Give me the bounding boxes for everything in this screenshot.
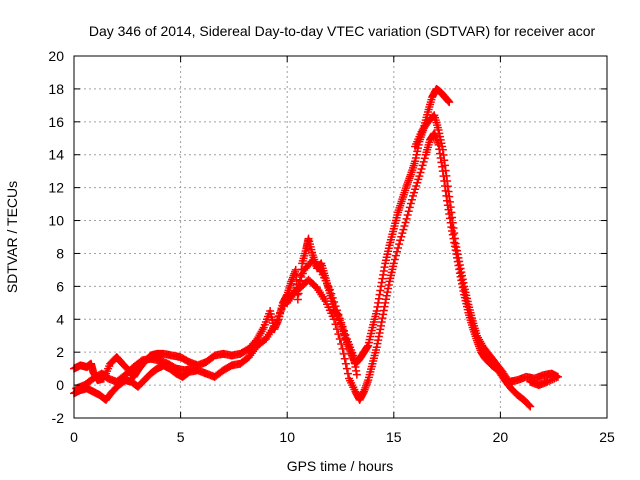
x-tick-label: 20 — [493, 429, 509, 445]
data-point — [335, 335, 344, 344]
data-point — [340, 354, 349, 363]
data-point — [330, 315, 339, 324]
data-point — [297, 273, 306, 282]
data-point — [325, 285, 334, 294]
data-point — [335, 314, 344, 323]
x-tick-label: 10 — [279, 429, 295, 445]
y-tick-label: 8 — [56, 245, 64, 261]
y-tick-label: 10 — [48, 213, 64, 229]
y-tick-label: 6 — [56, 278, 64, 294]
data-point — [340, 326, 349, 335]
data-point — [331, 302, 340, 311]
y-tick-label: 18 — [48, 81, 64, 97]
data-point — [328, 293, 337, 302]
data-point — [418, 161, 427, 170]
data-point — [406, 199, 415, 208]
data-point — [342, 364, 351, 373]
data-point — [396, 236, 405, 245]
data-point — [341, 359, 350, 368]
x-tick-label: 0 — [70, 429, 78, 445]
data-points — [70, 84, 562, 411]
y-tick-label: 20 — [48, 48, 64, 64]
y-axis-title: SDTVAR / TECUs — [4, 181, 20, 293]
data-point — [330, 297, 339, 306]
data-point — [526, 402, 535, 411]
data-point — [337, 339, 346, 348]
data-point — [400, 222, 409, 231]
data-series — [72, 111, 562, 393]
data-point — [445, 98, 454, 107]
data-point — [420, 154, 429, 163]
y-tick-label: 2 — [56, 344, 64, 360]
data-point — [419, 157, 428, 166]
data-point — [293, 283, 302, 292]
data-point — [405, 203, 414, 212]
data-point — [338, 344, 347, 353]
y-tick-label: 4 — [56, 311, 64, 327]
data-point — [332, 325, 341, 334]
y-tick-label: 0 — [56, 377, 64, 393]
x-tick-label: 15 — [386, 429, 402, 445]
x-axis-title: GPS time / hours — [287, 458, 394, 474]
data-point — [294, 280, 303, 289]
data-point — [416, 168, 425, 177]
data-point — [401, 218, 410, 227]
data-series — [70, 129, 535, 411]
y-tick-label: 14 — [48, 147, 64, 163]
data-point — [546, 376, 555, 385]
data-point — [525, 401, 534, 410]
y-tick-label: -2 — [52, 410, 65, 426]
data-point — [394, 243, 403, 252]
data-point — [398, 229, 407, 238]
data-point — [331, 320, 340, 329]
data-point — [415, 172, 424, 181]
data-point — [291, 287, 300, 296]
data-point — [402, 214, 411, 223]
plot-frame — [73, 55, 608, 419]
data-point — [407, 195, 416, 204]
data-point — [553, 372, 562, 381]
data-point — [395, 240, 404, 249]
data-point — [417, 164, 426, 173]
x-tick-labels: 0 5 10 15 20 25 — [70, 429, 615, 445]
data-point — [550, 374, 559, 383]
chart-title: Day 346 of 2014, Sidereal Day-to-day VTE… — [89, 23, 596, 39]
data-point — [332, 306, 341, 315]
y-tick-label: 16 — [48, 114, 64, 130]
x-tick-label: 25 — [599, 429, 615, 445]
axis-ticks — [73, 55, 608, 419]
data-point — [392, 247, 401, 256]
y-tick-label: 12 — [48, 180, 64, 196]
data-point — [548, 375, 557, 384]
data-point — [338, 322, 347, 331]
data-point — [391, 251, 400, 260]
data-point — [343, 369, 352, 378]
x-tick-label: 5 — [177, 429, 185, 445]
data-point — [339, 349, 348, 358]
data-point — [334, 330, 343, 339]
data-point — [327, 289, 336, 298]
data-point — [389, 259, 398, 268]
data-point — [334, 310, 343, 319]
data-point — [404, 207, 413, 216]
data-point — [526, 377, 535, 386]
data-point — [352, 370, 361, 379]
data-point — [187, 364, 196, 373]
grid-lines — [74, 56, 607, 418]
data-point — [337, 318, 346, 327]
data-point — [397, 232, 406, 241]
data-point — [399, 225, 408, 234]
data-point — [403, 211, 412, 220]
data-point — [298, 269, 307, 278]
data-point — [295, 276, 304, 285]
y-tick-labels: -2 0 2 4 6 8 10 12 14 16 18 20 — [48, 48, 64, 426]
data-point — [552, 373, 561, 382]
data-point — [390, 255, 399, 264]
data-point — [341, 330, 350, 339]
